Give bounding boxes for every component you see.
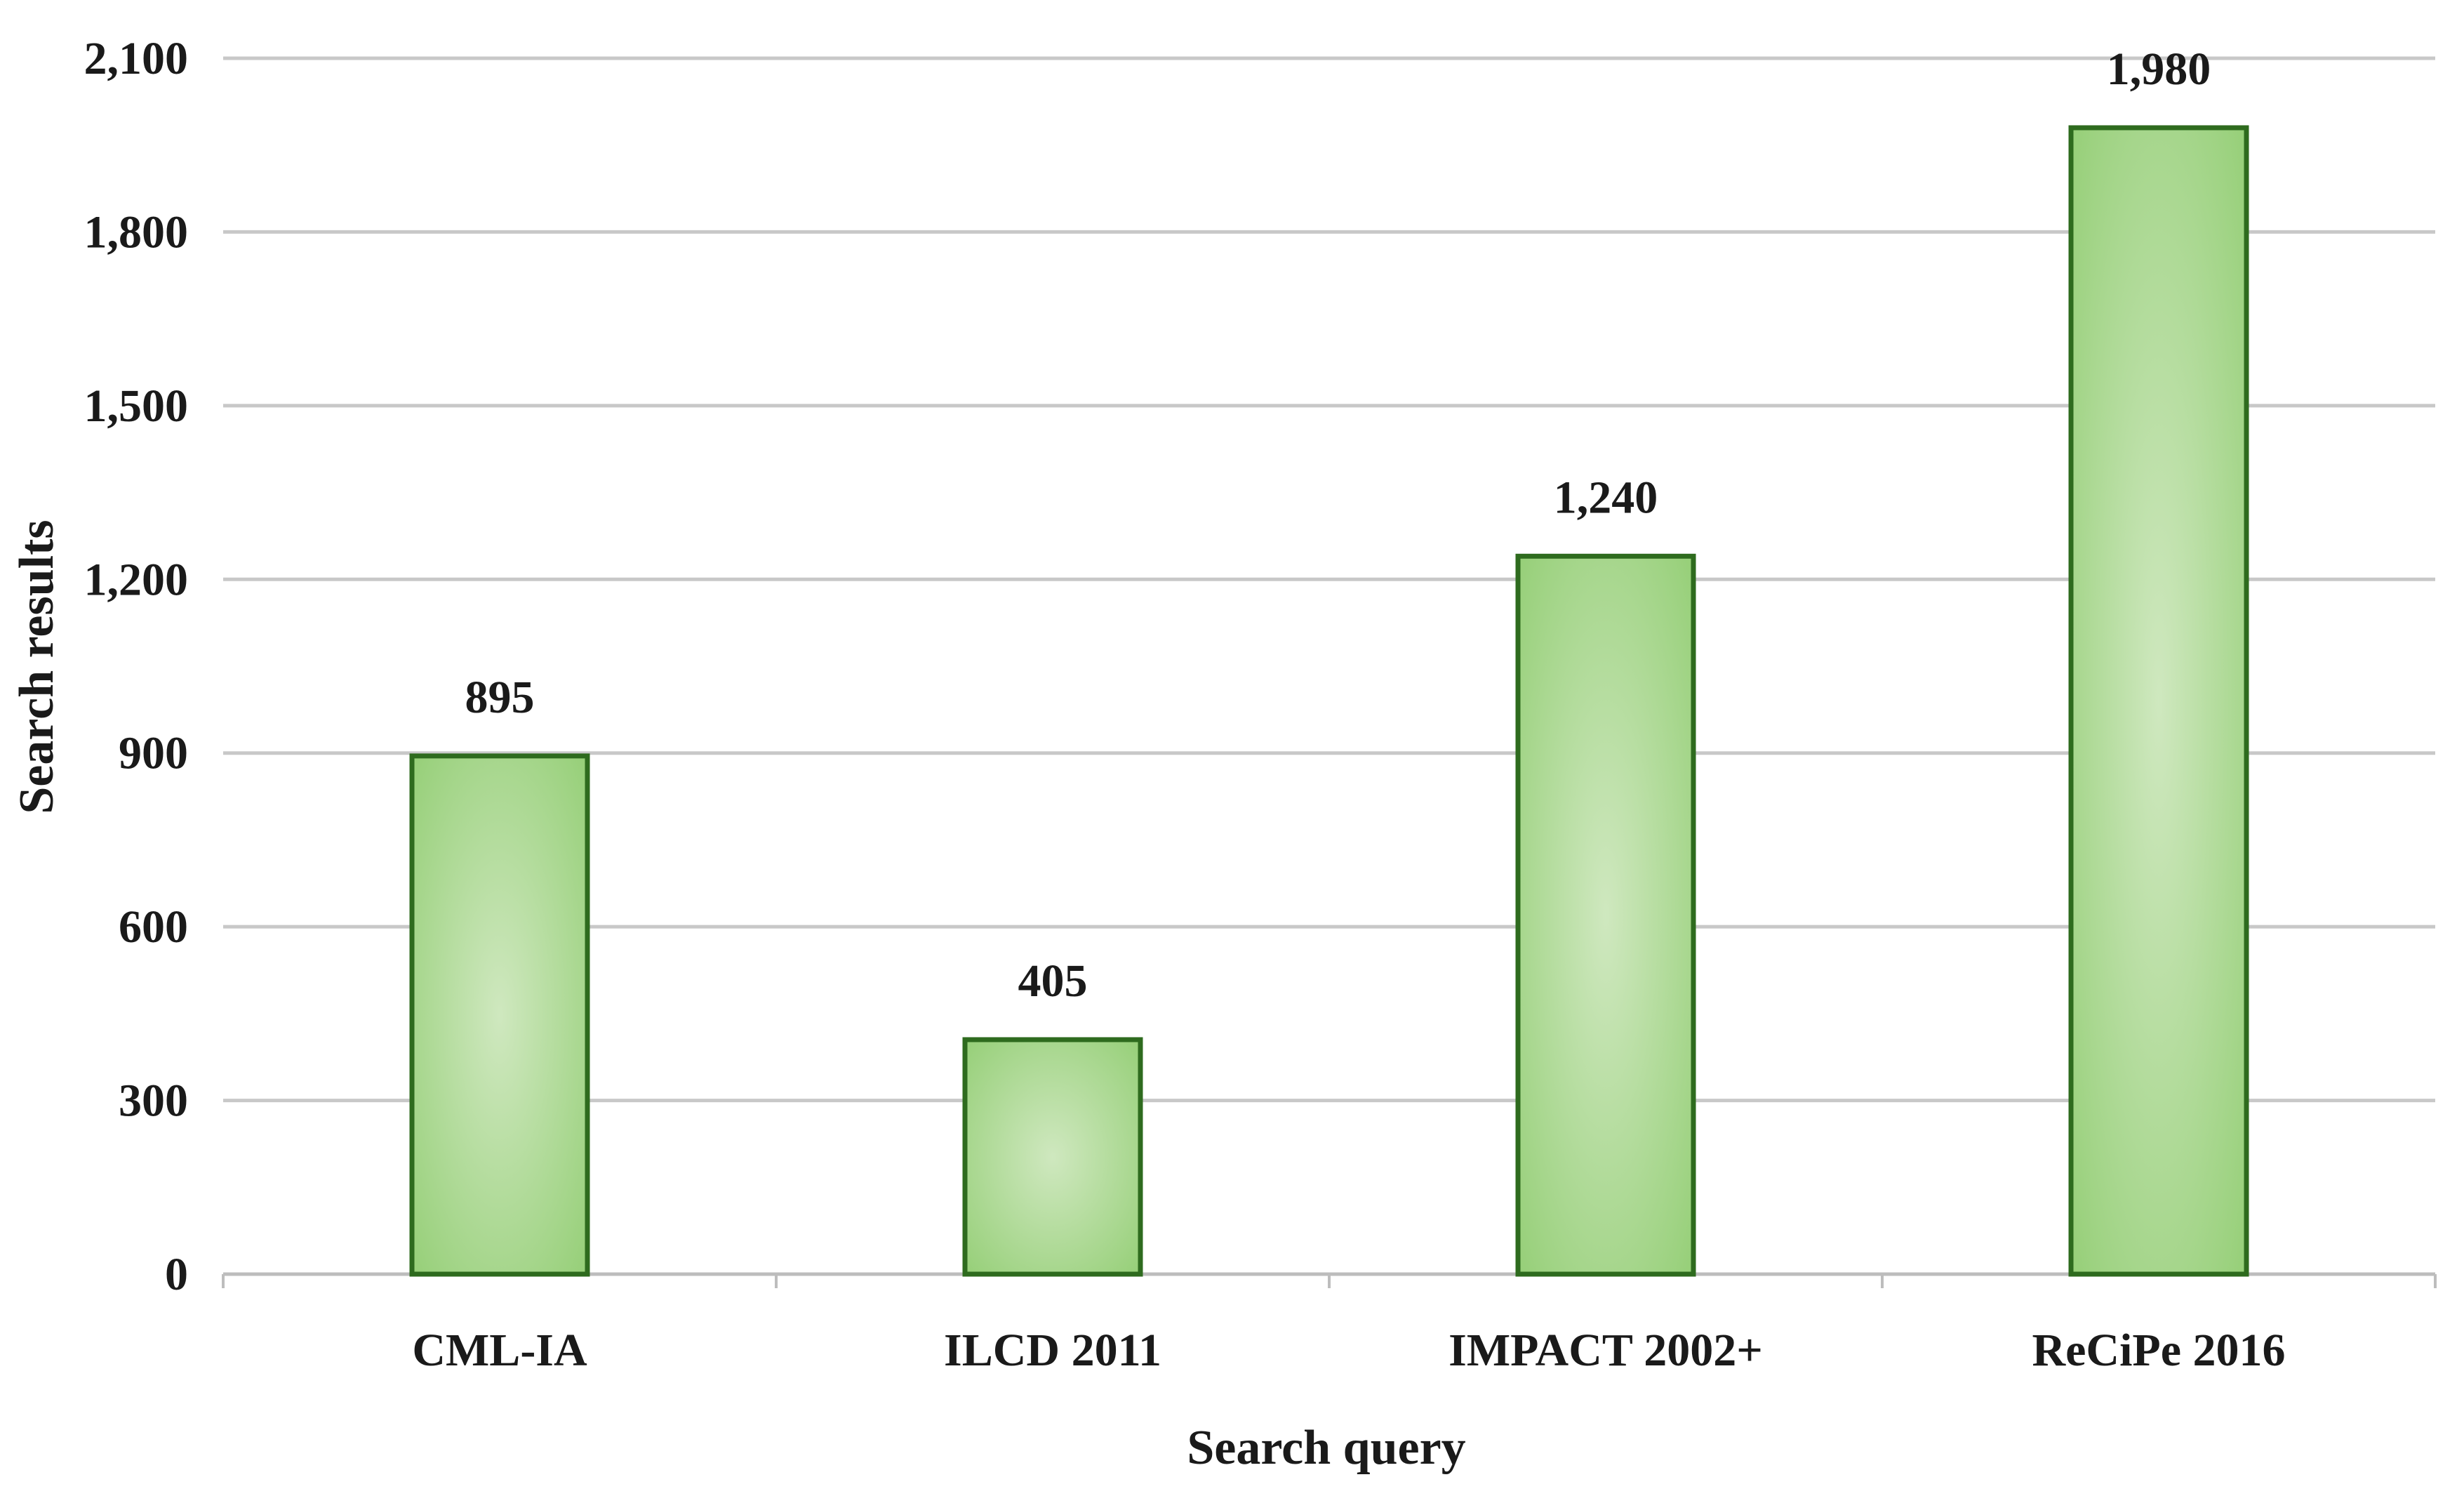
data-label: 1,980 <box>2107 44 2211 95</box>
grid-layer <box>222 56 2437 1288</box>
bar-layer <box>409 125 2249 1277</box>
x-tick-label: CML-IA <box>412 1325 587 1376</box>
bar <box>962 1037 1143 1277</box>
y-tick-label: 300 <box>119 1075 188 1127</box>
bar <box>409 753 590 1277</box>
data-label: 405 <box>1018 955 1088 1007</box>
y-axis-title: Search results <box>10 519 64 814</box>
x-tick-label: IMPACT 2002+ <box>1449 1325 1763 1376</box>
y-tick-label: 1,200 <box>84 554 189 605</box>
y-tick-label: 2,100 <box>84 33 189 84</box>
label-layer: 0 300 600 900 1,200 1,500 1,800 2,100 895 CML-IA 4… <box>84 33 2286 1376</box>
y-tick-label: 1,800 <box>84 206 189 258</box>
y-tick-label: 0 <box>165 1249 188 1300</box>
x-tick-label: ReCiPe 2016 <box>2032 1325 2285 1376</box>
data-label: 895 <box>465 672 535 723</box>
y-tick-label: 1,500 <box>84 380 189 432</box>
bar <box>1515 553 1696 1277</box>
x-tick-label: ILCD 2011 <box>944 1325 1161 1376</box>
bar <box>2068 125 2249 1277</box>
y-tick-label: 600 <box>119 901 188 953</box>
data-label: 1,240 <box>1554 472 1658 523</box>
y-tick-label: 900 <box>119 728 188 779</box>
x-axis-title: Search query <box>1187 1421 1465 1475</box>
